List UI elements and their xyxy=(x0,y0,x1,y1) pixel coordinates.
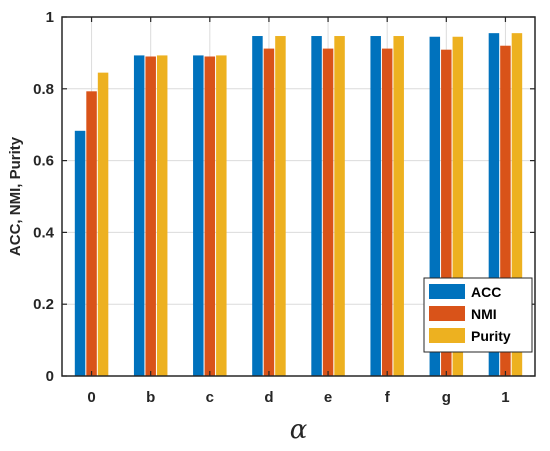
bar-nmi-c xyxy=(204,56,216,377)
legend-label-nmi: NMI xyxy=(471,306,497,322)
bar-nmi-0 xyxy=(86,91,97,377)
plot-frame xyxy=(61,16,536,377)
x-tick-label: f xyxy=(385,389,391,406)
bar-nmi-f xyxy=(381,48,393,376)
bar-acc-f xyxy=(370,36,381,376)
bar-purity-g xyxy=(452,36,464,377)
bar-acc-1 xyxy=(488,33,500,376)
bar-purity-1 xyxy=(511,33,523,376)
legend-swatch-purity xyxy=(429,328,465,343)
x-tick-label: c xyxy=(206,389,214,406)
bar-purity-c xyxy=(216,55,227,377)
legend: ACC NMI Purity xyxy=(423,277,533,353)
bar-acc-b xyxy=(133,55,145,377)
x-tick-label: e xyxy=(324,389,332,406)
y-tick-label: 0.4 xyxy=(33,224,55,241)
bar-nmi-d xyxy=(263,48,275,376)
bar-nmi-e xyxy=(322,48,334,376)
y-tick-label: 1 xyxy=(46,9,54,26)
y-axis-label: ACC, NMI, Purity xyxy=(7,136,24,256)
legend-swatch-nmi xyxy=(429,306,465,321)
x-tick-label: 0 xyxy=(87,389,95,406)
bar-nmi-g xyxy=(441,49,452,376)
bar-nmi-b xyxy=(145,56,156,377)
bar-acc-c xyxy=(193,55,204,377)
y-tick-label: 0 xyxy=(46,368,54,385)
y-tick-labels: 0 0.2 0.4 0.6 0.8 1 xyxy=(33,9,55,385)
axis-ticks xyxy=(62,16,535,377)
legend-swatch-acc xyxy=(429,284,465,299)
bar-acc-g xyxy=(429,36,441,377)
bar-nmi-1 xyxy=(500,45,511,376)
bar-purity-d xyxy=(275,36,286,376)
bar-purity-0 xyxy=(97,72,109,377)
bar-acc-e xyxy=(311,36,322,376)
x-tick-labels: 0 b c d e f g 1 xyxy=(87,389,509,406)
bars xyxy=(74,33,523,377)
bar-acc-d xyxy=(252,36,263,376)
x-tick-label: b xyxy=(146,389,155,406)
x-tick-label: d xyxy=(264,389,273,406)
x-tick-label: 1 xyxy=(501,389,509,406)
bar-acc-0 xyxy=(74,130,86,376)
y-tick-label: 0.2 xyxy=(33,296,54,313)
x-axis-label: α xyxy=(290,415,308,445)
bar-purity-f xyxy=(393,36,404,376)
y-tick-label: 0.8 xyxy=(33,81,54,98)
x-tick-label: g xyxy=(442,389,451,406)
bar-purity-e xyxy=(334,36,345,376)
bar-purity-b xyxy=(156,55,168,377)
legend-label-purity: Purity xyxy=(471,328,511,344)
legend-label-acc: ACC xyxy=(471,284,501,300)
y-tick-label: 0.6 xyxy=(33,153,54,170)
